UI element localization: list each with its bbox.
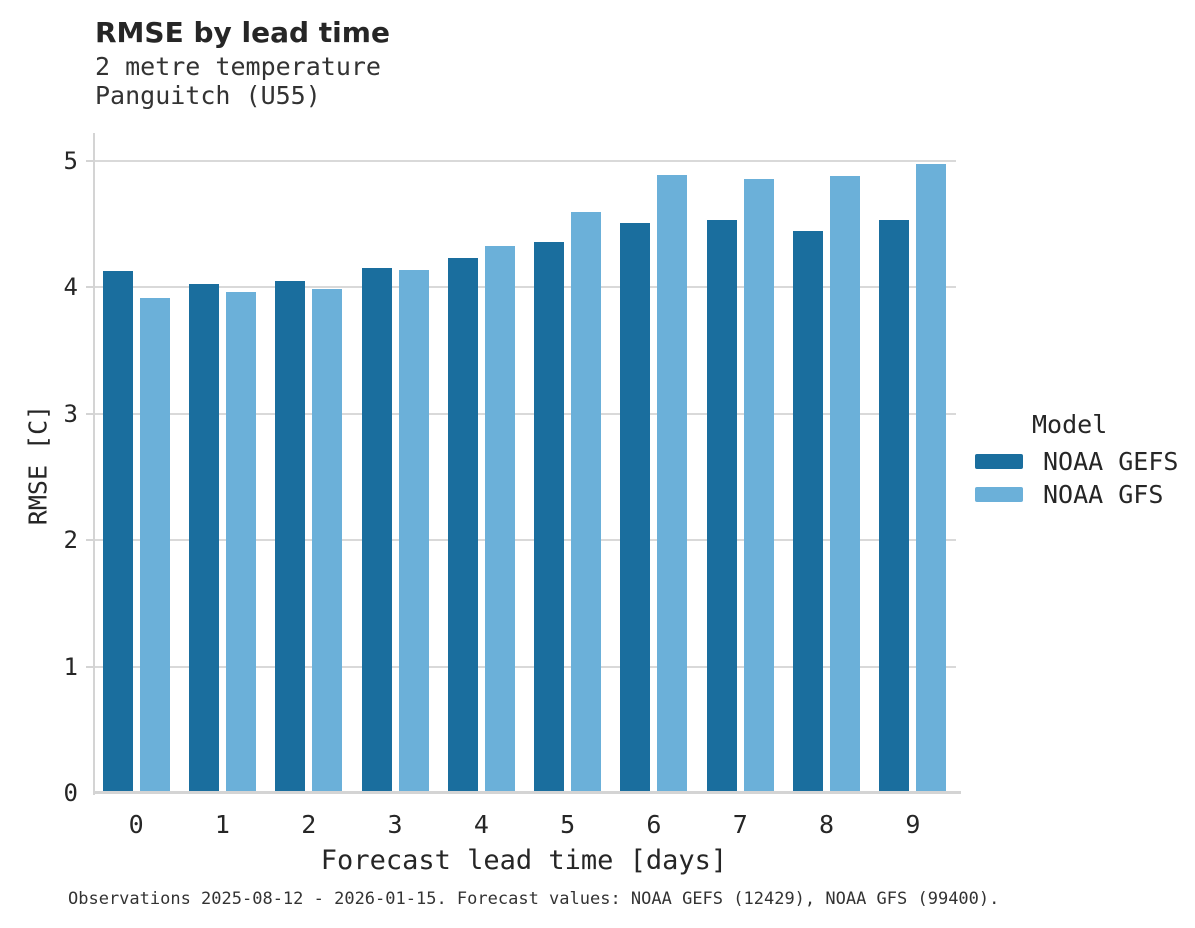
x-tick-label-5: 5 [560, 810, 576, 839]
bar-noaa-gefs-lead-1 [188, 283, 219, 793]
bar-noaa-gfs-lead-4 [484, 245, 515, 793]
x-tick-label-3: 3 [387, 810, 403, 839]
x-tick-label-1: 1 [214, 810, 230, 839]
y-tick-label-5: 5 [63, 147, 78, 175]
legend-swatch-noaa-gefs [975, 453, 1023, 469]
bar-noaa-gefs-lead-0 [102, 270, 133, 793]
y-tick-label-2: 2 [63, 526, 78, 555]
y-tick-mark-3 [86, 412, 93, 415]
x-tick-label-2: 2 [301, 810, 317, 839]
y-tick-label-3: 3 [63, 399, 78, 428]
bar-noaa-gfs-lead-3 [398, 269, 429, 793]
bar-noaa-gfs-lead-7 [743, 178, 774, 793]
bar-noaa-gefs-lead-9 [879, 220, 910, 793]
bar-noaa-gefs-lead-6 [620, 222, 651, 793]
y-tick-mark-5 [86, 160, 93, 162]
x-tick-label-4: 4 [473, 810, 489, 839]
legend-title: Model [1032, 410, 1108, 439]
x-tick-label-9: 9 [905, 810, 921, 839]
chart-subtitle-variable: 2 metre temperature [95, 52, 381, 81]
bar-noaa-gefs-lead-4 [447, 258, 478, 793]
bar-noaa-gfs-lead-2 [312, 288, 343, 793]
bar-noaa-gefs-lead-5 [534, 241, 565, 793]
legend-swatch-noaa-gfs [975, 486, 1023, 502]
bar-noaa-gefs-lead-8 [793, 230, 824, 793]
footer-caption: Observations 2025-08-12 - 2026-01-15. Fo… [68, 889, 1000, 909]
plot-area [93, 133, 956, 793]
x-axis-baseline [93, 791, 961, 794]
gridline-y-5 [93, 160, 956, 162]
y-tick-mark-2 [86, 539, 93, 542]
y-tick-label-4: 4 [63, 273, 78, 302]
y-tick-mark-1 [86, 665, 93, 668]
x-tick-label-7: 7 [732, 810, 748, 839]
bar-noaa-gfs-lead-0 [139, 297, 170, 793]
gridline-y-4 [93, 286, 956, 289]
legend-label-noaa-gfs: NOAA GFS [1043, 479, 1164, 509]
gridline-y-3 [93, 412, 956, 415]
legend: Model NOAA GEFS NOAA GFS [975, 410, 1190, 515]
y-tick-label-0: 0 [63, 779, 78, 807]
x-axis-title: Forecast lead time [days] [320, 845, 728, 876]
y-tick-label-1: 1 [63, 652, 78, 681]
gridline-y-1 [93, 665, 956, 668]
bar-noaa-gfs-lead-1 [225, 292, 256, 793]
gridline-y-2 [93, 539, 956, 542]
y-axis-spine [93, 133, 95, 795]
bar-noaa-gfs-lead-8 [830, 176, 861, 793]
bar-noaa-gfs-lead-5 [571, 211, 602, 793]
x-tick-label-8: 8 [819, 810, 835, 839]
y-tick-mark-4 [86, 286, 93, 289]
chart-title: RMSE by lead time [95, 16, 390, 49]
bar-noaa-gefs-lead-2 [275, 281, 306, 793]
chart-subtitle-station: Panguitch (U55) [95, 81, 321, 110]
x-tick-label-0: 0 [128, 810, 144, 839]
bar-noaa-gfs-lead-6 [657, 174, 688, 793]
legend-label-noaa-gefs: NOAA GEFS [1043, 446, 1179, 476]
legend-entry-noaa-gefs: NOAA GEFS [975, 446, 1190, 476]
bar-noaa-gefs-lead-3 [361, 268, 392, 793]
legend-entry-noaa-gfs: NOAA GFS [975, 479, 1190, 509]
x-tick-label-6: 6 [646, 810, 662, 839]
bar-noaa-gefs-lead-7 [706, 220, 737, 793]
bar-noaa-gfs-lead-9 [916, 163, 947, 793]
